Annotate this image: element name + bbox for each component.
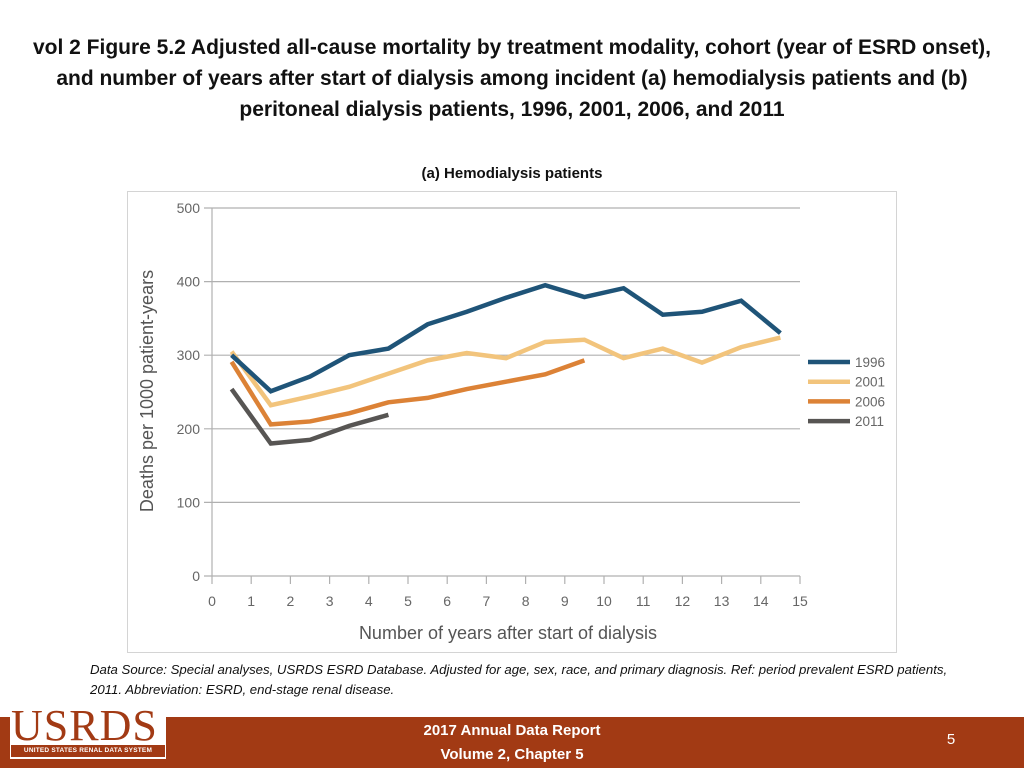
x-tick-label: 13 <box>714 593 730 609</box>
x-tick-label: 4 <box>365 593 373 609</box>
logo-subtitle: UNITED STATES RENAL DATA SYSTEM <box>11 745 165 757</box>
chart-title: (a) Hemodialysis patients <box>421 165 603 182</box>
legend-label-2006: 2006 <box>855 394 885 409</box>
x-tick-label: 5 <box>404 593 412 609</box>
y-tick-label: 200 <box>177 421 201 437</box>
y-tick-label: 500 <box>177 200 201 216</box>
series-line-1996 <box>230 282 782 394</box>
y-tick-label: 0 <box>192 568 200 584</box>
y-tick-label: 400 <box>177 274 201 290</box>
legend-label-1996: 1996 <box>855 355 885 370</box>
x-tick-label: 6 <box>443 593 451 609</box>
y-tick-label: 300 <box>177 347 201 363</box>
x-tick-label: 2 <box>287 593 295 609</box>
page-number: 5 <box>946 731 956 748</box>
x-axis-label: Number of years after start of dialysis <box>359 623 657 643</box>
x-tick-label: 1 <box>247 593 255 609</box>
x-tick-label: 9 <box>561 593 569 609</box>
y-tick-label: 100 <box>177 494 201 510</box>
x-tick-label: 7 <box>483 593 491 609</box>
legend-label-2001: 2001 <box>855 375 885 390</box>
footer-line-1: 2017 Annual Data Report <box>423 722 601 739</box>
footer-line-2: Volume 2, Chapter 5 <box>440 746 584 763</box>
x-tick-label: 14 <box>753 593 769 609</box>
y-axis-label: Deaths per 1000 patient-years <box>137 270 157 512</box>
x-tick-label: 10 <box>596 593 612 609</box>
data-source-footnote: Data Source: Special analyses, USRDS ESR… <box>90 662 948 697</box>
series-line-2006 <box>229 358 586 427</box>
usrds-logo: USRDS UNITED STATES RENAL DATA SYSTEM <box>10 703 166 759</box>
x-tick-label: 11 <box>636 593 651 609</box>
x-tick-label: 8 <box>522 593 530 609</box>
x-tick-label: 0 <box>208 593 216 609</box>
x-tick-label: 15 <box>792 593 808 609</box>
x-tick-label: 3 <box>326 593 334 609</box>
slide-title: vol 2 Figure 5.2 Adjusted all-cause mort… <box>32 36 992 121</box>
legend-label-2011: 2011 <box>855 414 884 429</box>
series-line-2001 <box>229 335 781 408</box>
footer-report-label: 2017 Annual Data Report Volume 2, Chapte… <box>362 719 662 767</box>
x-tick-label: 12 <box>675 593 691 609</box>
footer-bar <box>0 717 1024 768</box>
series-line-2011 <box>229 387 390 446</box>
chart-frame <box>127 191 897 653</box>
logo-wordmark: USRDS <box>11 701 158 750</box>
